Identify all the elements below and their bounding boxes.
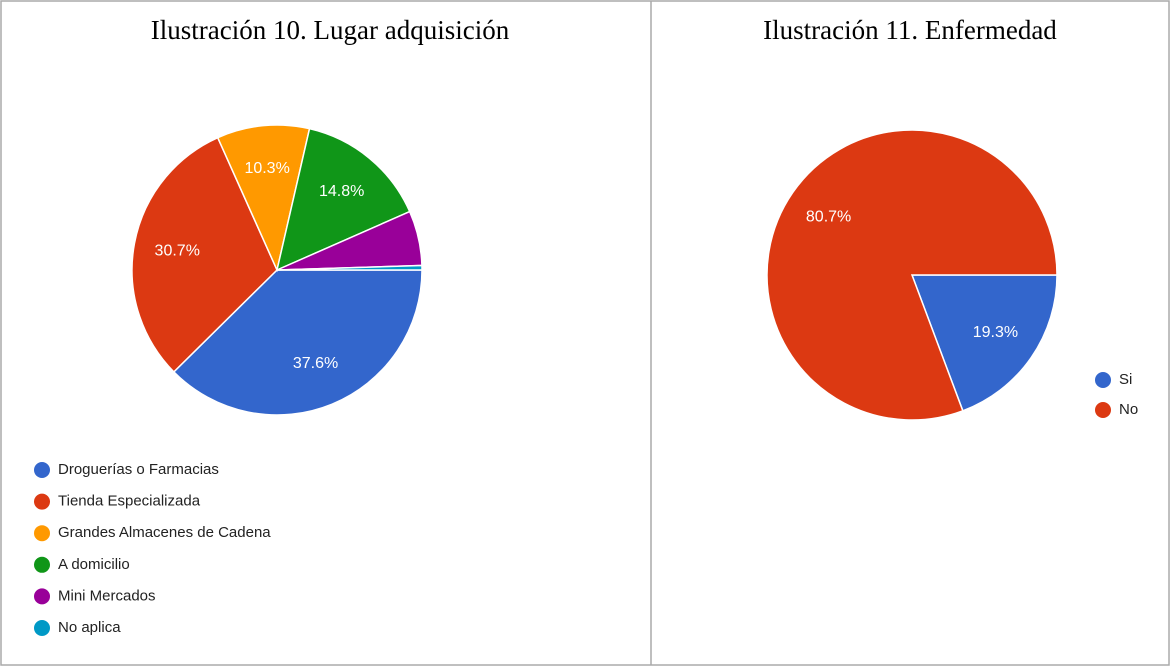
legend-swatch (1095, 372, 1111, 388)
pie-slice (172, 269, 423, 416)
legend-label: Droguerías o Farmacias (58, 461, 219, 478)
data-label: 14.8% (319, 183, 364, 200)
legend-swatch (34, 556, 50, 573)
legend-swatch (1095, 402, 1111, 418)
pie-slice (216, 124, 311, 273)
pie-slice (131, 136, 278, 373)
legend-label: No (1119, 401, 1138, 418)
pie-slice (275, 127, 411, 272)
legend-swatch (34, 620, 50, 636)
pie-slice (276, 264, 423, 271)
pie-slice (910, 274, 1058, 412)
data-label: 80.7% (806, 208, 851, 225)
data-label: 19.3% (973, 324, 1018, 341)
legend-label: Si (1119, 371, 1132, 388)
legend-swatch (34, 525, 50, 542)
pie-slice (766, 129, 1058, 421)
legend-swatch (34, 462, 50, 478)
legend-label: No aplica (58, 619, 121, 636)
chart-title: Ilustración 10. Lugar adquisición (151, 15, 510, 45)
legend-label: A domicilio (58, 556, 130, 573)
chart-title: Ilustración 11. Enfermedad (763, 15, 1057, 45)
legend-label: Grandes Almacenes de Cadena (58, 524, 271, 541)
legend-label: Tienda Especializada (58, 493, 201, 510)
data-label: 10.3% (244, 160, 289, 177)
data-label: 37.6% (293, 355, 338, 372)
data-label: 30.7% (155, 243, 200, 260)
legend-swatch (34, 588, 50, 605)
legend-swatch (34, 493, 50, 510)
legend-label: Mini Mercados (58, 587, 156, 604)
